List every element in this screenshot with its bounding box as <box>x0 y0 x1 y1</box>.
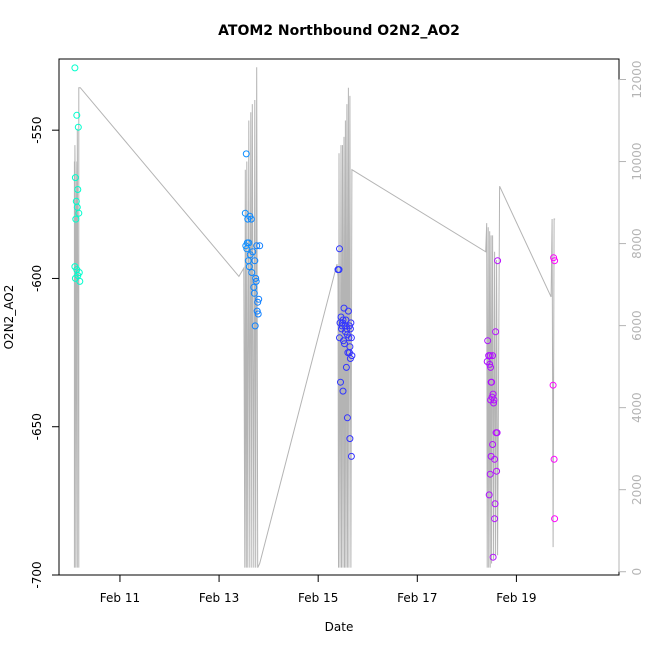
y-axis: -700 -650 -600 -550 <box>30 117 60 589</box>
data-point <box>253 307 261 315</box>
y2-axis: 0 2000 4000 6000 8000 10000 12000 <box>618 60 644 576</box>
data-point <box>338 322 346 330</box>
y2-tick-label: 0 <box>630 568 644 576</box>
data-point <box>489 352 497 360</box>
chart-title: ATOM2 Northbound O2N2_AO2 <box>218 23 460 39</box>
data-point <box>549 381 557 389</box>
data-point <box>244 215 252 223</box>
data-point <box>490 399 498 407</box>
data-point <box>347 452 355 460</box>
data-point <box>242 150 250 158</box>
y2-tick-label: 8000 <box>630 228 644 259</box>
data-point <box>251 322 259 330</box>
data-point <box>344 307 352 315</box>
secondary-series-layer <box>73 67 556 568</box>
data-point <box>487 363 495 371</box>
y2-tick-label: 4000 <box>630 392 644 423</box>
y2-tick-label: 2000 <box>630 474 644 505</box>
secondary-series-line <box>73 67 556 568</box>
data-point <box>71 174 79 182</box>
data-point <box>252 274 260 282</box>
data-point <box>342 363 350 371</box>
data-point <box>486 352 494 360</box>
data-point <box>491 455 499 463</box>
data-point <box>491 500 499 508</box>
x-tick-label: Feb 13 <box>199 591 239 605</box>
y2-tick-label: 10000 <box>630 142 644 180</box>
data-point <box>489 441 497 448</box>
y2-tick-label: 12000 <box>630 60 644 98</box>
data-point <box>247 215 255 223</box>
data-point <box>346 355 354 362</box>
y-tick-label: -550 <box>30 117 44 144</box>
data-point <box>489 553 497 561</box>
data-point <box>492 328 500 336</box>
data-point <box>490 396 498 404</box>
data-point <box>250 289 258 297</box>
data-point <box>254 310 262 318</box>
data-point <box>347 334 355 342</box>
data-point <box>335 266 343 274</box>
data-point <box>486 360 494 368</box>
data-point <box>341 340 348 348</box>
data-point <box>343 414 351 422</box>
data-point <box>550 455 558 463</box>
data-point <box>336 245 343 253</box>
data-point <box>493 467 501 475</box>
data-point <box>243 245 251 253</box>
y2-tick-label: 6000 <box>630 310 644 341</box>
data-point <box>337 378 344 386</box>
data-point <box>242 242 250 250</box>
data-point <box>253 242 261 250</box>
data-point <box>75 209 83 217</box>
data-point <box>492 429 500 437</box>
data-point <box>246 251 254 259</box>
x-axis: Feb 11 Feb 13 Feb 15 Feb 17 Feb 19 <box>100 574 537 605</box>
x-tick-label: Feb 11 <box>100 591 140 605</box>
data-point <box>345 334 353 342</box>
y-tick-label: -700 <box>30 561 44 588</box>
data-point <box>485 491 493 499</box>
points-layer <box>71 64 559 561</box>
data-point <box>339 387 347 395</box>
data-point <box>256 242 264 250</box>
data-point <box>486 470 494 478</box>
data-point <box>346 325 354 333</box>
y-tick-label: -600 <box>30 265 44 292</box>
data-point <box>551 257 559 265</box>
data-point <box>248 269 256 276</box>
data-point <box>488 378 496 386</box>
data-point <box>494 257 502 265</box>
y-tick-label: -650 <box>30 413 44 440</box>
x-tick-label: Feb 17 <box>397 591 437 605</box>
data-point <box>76 277 84 285</box>
data-point <box>254 298 262 306</box>
data-point <box>71 64 79 72</box>
data-point <box>251 257 259 265</box>
data-point <box>72 215 80 223</box>
data-point <box>550 254 558 262</box>
data-point <box>484 337 492 345</box>
data-point <box>74 186 82 193</box>
data-point <box>252 277 260 285</box>
data-point <box>73 111 81 119</box>
x-axis-label: Date <box>325 620 354 634</box>
x-tick-label: Feb 19 <box>496 591 536 605</box>
data-point <box>340 337 347 345</box>
data-point <box>551 515 559 523</box>
x-tick-label: Feb 15 <box>298 591 338 605</box>
data-point <box>255 295 263 303</box>
data-point <box>346 435 354 443</box>
data-point <box>491 515 499 523</box>
data-point <box>245 263 253 271</box>
data-point <box>74 123 82 131</box>
y-axis-label: O2N2_AO2 <box>2 285 16 350</box>
